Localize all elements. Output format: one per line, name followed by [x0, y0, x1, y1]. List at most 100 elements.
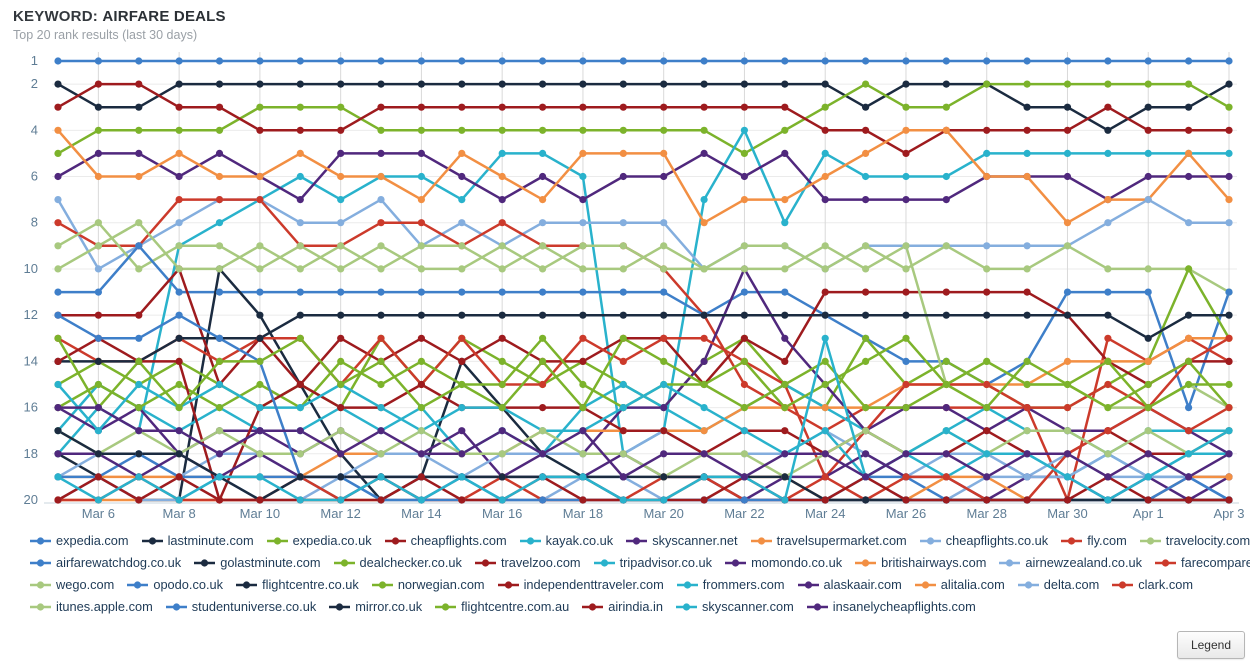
- legend-label: clark.com: [1138, 577, 1194, 592]
- legend-item-airfarewatchdog.co.uk[interactable]: airfarewatchdog.co.uk: [30, 552, 181, 574]
- series-point-insanelycheapflights.com: [417, 450, 425, 458]
- series-point-expedia.com: [135, 57, 143, 65]
- legend-item-kayak.co.uk[interactable]: kayak.co.uk: [519, 530, 613, 552]
- legend-item-itunes.apple.com[interactable]: itunes.apple.com: [30, 596, 153, 618]
- series-point-farecompare.com: [1063, 404, 1072, 412]
- legend-item-clark.com[interactable]: clark.com: [1112, 574, 1193, 596]
- legend-item-opodo.co.uk[interactable]: opodo.co.uk: [127, 574, 223, 596]
- series-point-wego.com: [215, 265, 224, 273]
- series-point-expedia.co.uk: [458, 126, 466, 134]
- series-line-expedia.co.uk: [57, 82, 1230, 155]
- series-point-itunes.apple.com: [296, 450, 304, 458]
- series-point-travelsupermarket.com: [862, 149, 870, 157]
- series-point-skyscanner.com: [1185, 450, 1193, 458]
- series-point-travelsupermarket.com: [337, 172, 345, 181]
- legend-marker-icon: [1112, 581, 1134, 589]
- legend-item-airindia.in[interactable]: airindia.in: [582, 596, 663, 618]
- series-point-lastminute.com: [337, 80, 345, 88]
- legend-item-farecompare.com[interactable]: farecompare.com: [1155, 552, 1250, 574]
- series-point-skyscanner.net: [821, 196, 829, 204]
- series-point-mirror.co.uk: [54, 427, 62, 435]
- legend-item-britishairways.com[interactable]: britishairways.com: [855, 552, 986, 574]
- legend-item-studentuniverse.co.uk[interactable]: studentuniverse.co.uk: [165, 596, 316, 618]
- legend-item-lastminute.com[interactable]: lastminute.com: [141, 530, 254, 552]
- legend-item-golastminute.com[interactable]: golastminute.com: [194, 552, 321, 574]
- legend-item-expedia.com[interactable]: expedia.com: [30, 530, 129, 552]
- series-point-wego.com: [377, 265, 385, 273]
- series-point-norwegian.com: [135, 404, 143, 412]
- series-point-insanelycheapflights.com: [256, 427, 264, 435]
- legend-label: travelzoo.com: [500, 555, 581, 570]
- legend-item-travelocity.com[interactable]: travelocity.com: [1139, 530, 1250, 552]
- series-point-mirror.co.uk: [660, 473, 668, 481]
- series-point-cheapflights.co.uk: [1185, 219, 1193, 227]
- series-point-flightcentre.co.uk: [942, 311, 950, 319]
- legend-item-insanelycheapflights.com[interactable]: insanelycheapflights.com: [806, 596, 976, 618]
- legend-item-airnewzealand.co.uk[interactable]: airnewzealand.co.uk: [999, 552, 1142, 574]
- series-point-norwegian.com: [498, 380, 506, 389]
- series-point-expedia.co.uk: [539, 126, 547, 134]
- legend-item-fly.com[interactable]: fly.com: [1061, 530, 1127, 552]
- series-point-flightcentre.co.uk: [498, 311, 506, 319]
- series-point-skyscanner.net: [579, 196, 587, 204]
- legend-item-travelzoo.com[interactable]: travelzoo.com: [474, 552, 581, 574]
- series-point-clark.com: [821, 473, 829, 481]
- series-point-skyscanner.net: [700, 149, 708, 157]
- series-point-expedia.co.uk: [1185, 80, 1193, 88]
- series-point-airindia.in: [135, 496, 143, 504]
- series-point-travelocity.com: [740, 242, 749, 250]
- legend-item-momondo.co.uk[interactable]: momondo.co.uk: [725, 552, 842, 574]
- series-point-travelsupermarket.com: [1023, 172, 1031, 181]
- legend-item-norwegian.com[interactable]: norwegian.com: [371, 574, 485, 596]
- series-line-insanelycheapflights.com: [58, 406, 1230, 479]
- legend-item-wego.com[interactable]: wego.com: [30, 574, 114, 596]
- series-point-itunes.apple.com: [1023, 427, 1031, 435]
- series-point-expedia.com: [700, 57, 708, 65]
- legend-marker-icon: [919, 537, 941, 545]
- legend-item-flightcentre.co.uk[interactable]: flightcentre.co.uk: [236, 574, 359, 596]
- series-point-expedia.co.uk: [498, 126, 506, 134]
- legend-item-alitalia.com[interactable]: alitalia.com: [914, 574, 1005, 596]
- series-point-flightcentre.co.uk: [1185, 311, 1193, 319]
- legend-item-dealchecker.co.uk[interactable]: dealchecker.co.uk: [333, 552, 462, 574]
- legend-item-mirror.co.uk[interactable]: mirror.co.uk: [329, 596, 422, 618]
- series-point-flightcentre.com.au: [700, 380, 708, 389]
- series-point-britishairways.com: [821, 404, 829, 412]
- series-point-flightcentre.co.uk: [983, 311, 991, 319]
- legend-marker-icon: [725, 559, 747, 567]
- legend-item-cheapflights.com[interactable]: cheapflights.com: [384, 530, 507, 552]
- series-point-expedia.com: [417, 57, 425, 65]
- legend-item-travelsupermarket.com[interactable]: travelsupermarket.com: [750, 530, 907, 552]
- legend-item-expedia.co.uk[interactable]: expedia.co.uk: [266, 530, 372, 552]
- series-point-travelzoo.com: [579, 357, 587, 365]
- series-line-flightcentre.co.uk: [58, 313, 1229, 363]
- series-line-airfarewatchdog.co.uk: [58, 244, 1231, 409]
- series-point-skyscanner.com: [498, 496, 506, 504]
- series-point-cheapflights.com: [215, 103, 224, 111]
- series-point-wego.com: [821, 242, 829, 250]
- legend-item-alaskaair.com[interactable]: alaskaair.com: [797, 574, 902, 596]
- series-point-norwegian.com: [215, 404, 224, 412]
- series-point-clark.com: [1225, 404, 1233, 412]
- series-point-skyscanner.net: [296, 196, 304, 204]
- legend-item-tripadvisor.co.uk[interactable]: tripadvisor.co.uk: [593, 552, 712, 574]
- series-point-travelsupermarket.com: [1225, 196, 1233, 204]
- series-point-flightcentre.co.uk: [458, 311, 466, 319]
- legend-toggle-button[interactable]: Legend: [1176, 631, 1245, 659]
- legend-item-independenttraveler.com[interactable]: independenttraveler.com: [497, 574, 664, 596]
- x-axis-tick-label: Apr 1: [1133, 506, 1164, 521]
- series-point-cheapflights.com: [579, 103, 587, 111]
- legend-item-delta.com[interactable]: delta.com: [1017, 574, 1099, 596]
- legend-item-cheapflights.co.uk[interactable]: cheapflights.co.uk: [919, 530, 1048, 552]
- series-point-travelzoo.com: [417, 334, 425, 342]
- series-point-skyscanner.net: [942, 196, 950, 204]
- series-point-airfarewatchdog.co.uk: [417, 288, 425, 296]
- legend-item-flightcentre.com.au[interactable]: flightcentre.com.au: [435, 596, 569, 618]
- legend-item-skyscanner.com[interactable]: skyscanner.com: [676, 596, 794, 618]
- series-point-flightcentre.com.au: [1104, 357, 1112, 365]
- legend-item-frommers.com[interactable]: frommers.com: [676, 574, 785, 596]
- series-point-expedia.com: [498, 57, 506, 65]
- legend-item-skyscanner.net[interactable]: skyscanner.net: [626, 530, 738, 552]
- chart-subtitle: Top 20 rank results (last 30 days): [13, 28, 198, 42]
- series-point-skyscanner.com: [539, 473, 547, 481]
